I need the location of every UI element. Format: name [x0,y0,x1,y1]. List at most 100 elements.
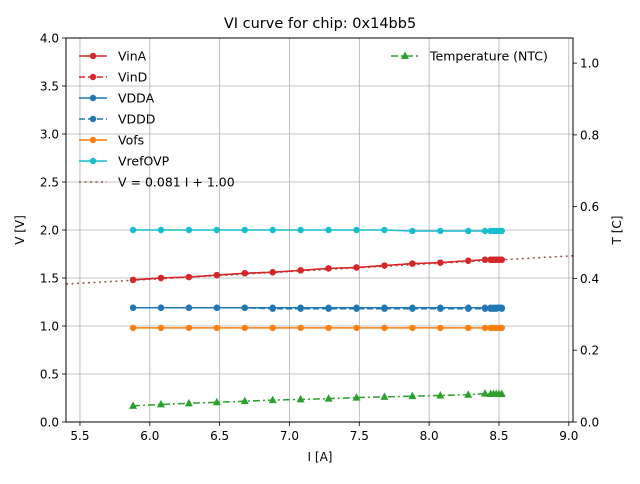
y2-axis-label: T [C] [610,216,624,246]
data-point [464,390,473,398]
data-point [381,226,388,234]
data-point [184,398,193,407]
chart-title: VI curve for chip: 0x14bb5 [224,16,416,32]
legend-marker [89,52,97,60]
y-tick-label: 2.5 [40,176,59,190]
series-vind [129,256,505,284]
data-point [481,324,489,332]
data-point [481,305,489,312]
data-point [297,305,304,312]
legend-left: VinA VinD VDDA VDDD Vofs VrefOVP V = 0.081 I +… [79,49,235,190]
legend-item: VrefOVP [79,154,170,169]
data-point [325,226,332,234]
data-point [498,256,505,263]
y-tick-label: 3.5 [40,80,59,94]
y2-tick-label: 0.6 [580,200,599,214]
legend-item: V = 0.081 I + 1.00 [79,175,235,190]
data-point [465,305,472,312]
data-point [381,305,388,312]
data-point [129,226,137,234]
data-point [380,392,389,400]
data-point [436,390,445,399]
y-tick-label: 0.0 [40,416,59,430]
y-tick-label: 1.0 [40,320,59,334]
legend-label: VinA [118,49,147,64]
data-point [409,260,416,267]
legend-marker [89,136,97,144]
data-point [157,304,165,311]
x-tick-label: 6.0 [140,429,159,443]
data-point [185,304,193,311]
data-point [269,269,276,276]
x-axis-label: I [A] [308,450,333,464]
legend-label: V = 0.081 I + 1.00 [118,175,235,190]
legend-label: VDDD [118,112,155,127]
legend-marker [89,94,97,102]
legend-marker [89,73,97,81]
y-axis-ticks: 0.0 0.5 1.0 1.5 2.0 2.5 3.0 3.5 4.0 [40,32,66,430]
series-vofs [129,324,505,332]
fit-line-group [65,255,574,285]
legend-label: VrefOVP [118,154,170,169]
y-tick-label: 4.0 [40,32,59,46]
data-point [212,397,221,406]
data-point [353,226,360,234]
data-point [353,264,360,271]
data-point [481,389,490,397]
series-vddd [129,304,505,312]
data-point [297,226,304,234]
data-point [409,324,416,332]
data-point [129,276,137,284]
data-point [185,226,193,234]
legend-marker [89,115,97,123]
data-point [465,257,472,264]
data-point [497,389,506,398]
series-group [129,226,506,409]
y2-tick-label: 0.0 [580,416,599,430]
data-point [268,395,277,404]
data-point [241,226,248,234]
legend-item: VinA [79,49,147,64]
x-tick-label: 7.5 [350,429,369,443]
legend-label: VinD [118,70,147,85]
data-point [269,305,276,312]
x-tick-label: 7.0 [280,429,299,443]
data-point [437,305,444,312]
x-tick-label: 6.5 [210,429,229,443]
data-point [352,393,361,401]
data-point [408,391,417,400]
legend-label: Vofs [118,133,144,148]
data-point [269,226,276,234]
series-vrefovp [129,226,505,235]
data-point [325,265,332,272]
data-point [129,324,137,332]
data-point [240,396,249,405]
data-point [324,394,333,402]
legend-item: VinD [79,70,147,85]
data-point [129,401,138,409]
data-point [297,267,304,274]
y-axis-label: V [V] [13,215,27,245]
data-point [213,324,221,332]
series-temperature-ntc [129,389,506,409]
data-point [156,399,165,408]
y2-tick-label: 0.2 [580,344,599,358]
data-point [297,324,304,332]
y2-tick-label: 1.0 [580,57,599,71]
x-tick-label: 9.0 [559,429,578,443]
data-point [409,305,416,312]
data-point [325,305,332,312]
data-point [213,304,221,311]
data-point [481,227,489,235]
data-point [185,273,193,281]
legend-label: VDDA [118,91,155,106]
data-point [381,324,388,332]
data-point [481,256,489,263]
data-point [157,274,165,282]
legend-marker [401,51,409,59]
x-axis-ticks: 5.5 6.0 6.5 7.0 7.5 8.0 8.5 9.0 [70,422,578,443]
data-point [296,394,305,403]
x-tick-label: 8.5 [489,429,508,443]
y-tick-label: 1.5 [40,272,59,286]
x-tick-label: 8.0 [420,429,439,443]
